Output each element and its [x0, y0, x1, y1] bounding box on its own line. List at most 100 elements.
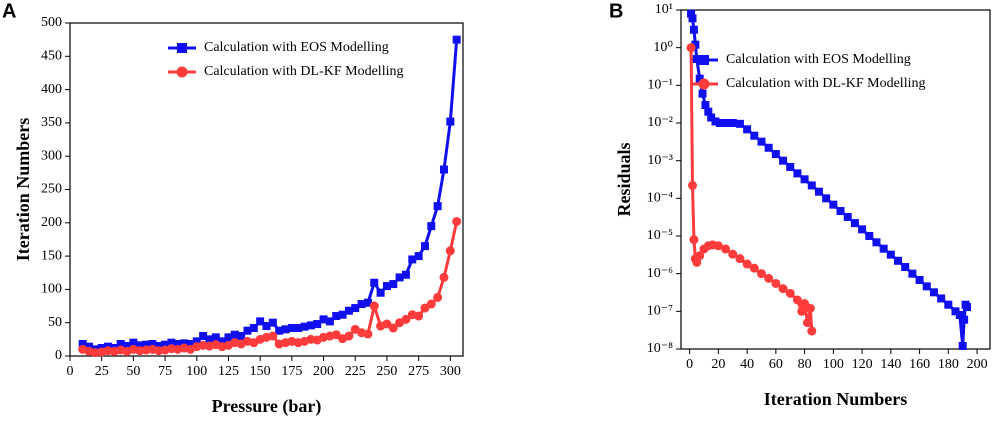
- marker: [689, 25, 698, 34]
- marker: [800, 175, 809, 184]
- marker: [886, 250, 895, 259]
- marker: [704, 107, 713, 116]
- marker: [757, 137, 766, 146]
- x-tick-label: 60: [769, 357, 783, 372]
- marker: [192, 337, 201, 346]
- marker: [389, 280, 398, 289]
- marker: [728, 119, 737, 127]
- marker: [687, 9, 696, 18]
- marker: [743, 125, 752, 134]
- marker: [721, 119, 730, 127]
- y-tick-label: 10⁻⁶: [647, 266, 673, 281]
- y-tick-label: 10⁻⁸: [647, 341, 673, 356]
- marker: [249, 324, 258, 333]
- series-line: [82, 39, 459, 351]
- marker: [433, 292, 443, 302]
- x-tick-label: 50: [126, 364, 140, 379]
- marker: [695, 251, 705, 261]
- x-tick-label: 20: [711, 357, 725, 372]
- marker: [698, 89, 707, 98]
- marker: [691, 40, 700, 49]
- x-tick-label: 200: [313, 364, 334, 379]
- marker: [829, 200, 838, 209]
- y-tick-label: 10¹: [655, 2, 673, 17]
- y-tick-label: 10⁻⁷: [647, 304, 673, 319]
- marker: [325, 317, 334, 326]
- marker: [797, 306, 807, 316]
- y-tick-label: 450: [41, 49, 62, 64]
- marker: [764, 143, 773, 152]
- x-tick-label: 180: [938, 357, 959, 372]
- y-tick-label: 10⁻²: [647, 115, 673, 130]
- y-tick-label: 250: [41, 182, 62, 197]
- marker: [370, 278, 379, 287]
- x-tick-label: 40: [740, 357, 754, 372]
- y-tick-label: 500: [41, 15, 62, 30]
- marker: [735, 254, 745, 264]
- marker: [802, 318, 812, 328]
- x-tick-label: 160: [909, 357, 930, 372]
- marker: [711, 117, 720, 126]
- marker: [369, 301, 379, 311]
- marker: [142, 340, 151, 349]
- x-tick-label: 225: [345, 364, 366, 379]
- marker: [937, 294, 946, 303]
- marker: [958, 342, 967, 351]
- marker: [363, 329, 373, 339]
- legend-label: Calculation with EOS Modelling: [726, 52, 911, 67]
- x-tick-label: 250: [376, 364, 397, 379]
- marker: [395, 273, 404, 282]
- marker: [427, 222, 436, 231]
- marker: [224, 333, 233, 342]
- marker: [688, 14, 697, 23]
- marker: [850, 219, 859, 228]
- marker: [771, 150, 780, 159]
- marker: [452, 35, 461, 44]
- marker: [230, 330, 239, 339]
- marker: [908, 269, 917, 278]
- marker: [363, 298, 372, 307]
- marker: [756, 269, 766, 279]
- y-tick-label: 10⁻¹: [647, 78, 673, 93]
- marker: [211, 333, 220, 342]
- marker: [779, 156, 788, 165]
- marker: [701, 101, 710, 110]
- marker: [742, 259, 752, 269]
- marker: [960, 315, 969, 324]
- marker: [426, 299, 436, 309]
- y-tick-label: 400: [41, 82, 62, 97]
- marker: [268, 331, 278, 341]
- y-tick-label: 10⁻⁵: [647, 228, 673, 243]
- marker: [408, 255, 417, 264]
- legend-label: Calculation with EOS Modelling: [204, 40, 389, 55]
- x-tick-label: 100: [823, 357, 844, 372]
- marker: [268, 318, 277, 327]
- x-tick-label: 150: [250, 364, 271, 379]
- x-tick-label: 0: [686, 357, 693, 372]
- marker: [344, 306, 353, 315]
- marker: [843, 212, 852, 221]
- panel-label: B: [609, 0, 623, 22]
- marker: [687, 180, 697, 190]
- marker: [786, 162, 795, 171]
- marker: [452, 216, 462, 226]
- marker: [401, 270, 410, 279]
- x-tick-label: 140: [880, 357, 901, 372]
- marker: [721, 244, 731, 254]
- legend-label: Calculation with DL-KF Modelling: [204, 64, 403, 79]
- marker: [306, 321, 315, 330]
- legend-marker: [698, 78, 710, 90]
- x-tick-label: 25: [95, 364, 109, 379]
- marker: [439, 165, 448, 174]
- marker: [199, 332, 208, 341]
- x-tick-label: 275: [408, 364, 429, 379]
- marker: [807, 181, 816, 190]
- legend-marker: [176, 66, 188, 78]
- marker: [351, 304, 360, 313]
- marker: [338, 310, 347, 319]
- marker: [963, 303, 972, 312]
- plot-frame: [680, 9, 991, 350]
- y-tick-label: 200: [41, 215, 62, 230]
- marker: [915, 275, 924, 284]
